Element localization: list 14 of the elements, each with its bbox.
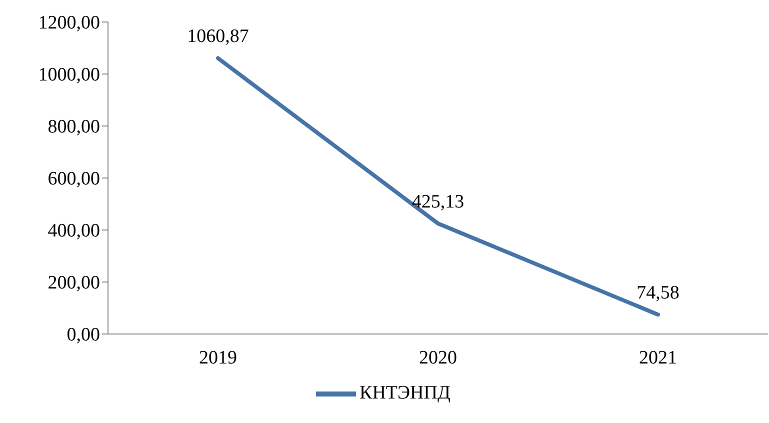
- data-label: 1060,87: [187, 26, 249, 48]
- y-tick-label: 800,00: [48, 116, 100, 138]
- y-tick-label: 600,00: [48, 168, 100, 190]
- x-tick-label: 2020: [419, 347, 457, 368]
- data-label: 425,13: [412, 191, 464, 212]
- y-tick-label: 200,00: [48, 272, 100, 294]
- x-tick-label: 2019: [199, 347, 237, 368]
- data-label: 74,58: [636, 282, 680, 304]
- legend-label: КНТЭНПД: [360, 382, 450, 404]
- y-tick-label: 1000,00: [38, 64, 100, 86]
- y-tick-label: 400,00: [48, 220, 100, 242]
- x-tick-label: 2021: [639, 347, 677, 368]
- y-tick-label: 1200,00: [38, 12, 100, 34]
- y-tick-label: 0,00: [66, 324, 100, 346]
